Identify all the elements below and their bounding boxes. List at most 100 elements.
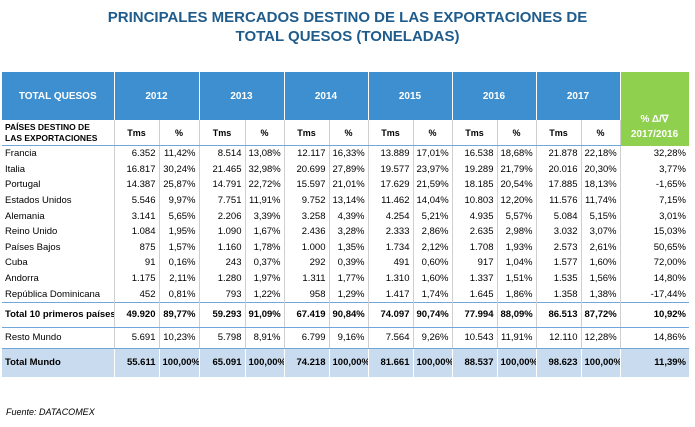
tonnes-cell: 59.293 (199, 301, 246, 328)
share-cell: 18,68% (497, 145, 537, 162)
tonnes-cell: 81.661 (368, 348, 414, 377)
tonnes-cell: 7.751 (199, 192, 246, 209)
country-name: Estados Unidos (2, 192, 115, 209)
share-cell: 11,42% (159, 145, 200, 162)
share-cell: 18,13% (581, 177, 621, 193)
tms-header: Tms (452, 120, 498, 146)
variation-header: % Δ/∇ 2017/2016 (620, 72, 690, 146)
table-row: Reino Unido 1.084 1,95% 1.090 1,67% 2.436 3,28… (2, 223, 689, 240)
variation-cell: 10,92% (620, 301, 689, 328)
page-title: PRINCIPALES MERCADOS DESTINO DE LAS EXPO… (0, 8, 695, 46)
tonnes-cell: 55.611 (114, 348, 160, 377)
share-cell: 2,86% (413, 223, 453, 240)
table-row: Francia 6.352 11,42% 8.514 13,08% 12.117 16,33… (2, 145, 689, 162)
pct-header: % (245, 120, 285, 146)
tms-header: Tms (284, 120, 330, 146)
table-row: Italia 16.817 30,24% 21.465 32,98% 20.699 27,8… (2, 161, 689, 178)
year-header-row: TOTAL QUESOS 2012 2013 2014 2015 2016 20… (2, 72, 690, 146)
share-cell: 0,81% (159, 286, 200, 303)
table-row: Países Bajos 875 1,57% 1.160 1,78% 1.000 1,35%… (2, 239, 689, 256)
tonnes-cell: 1.084 (114, 223, 160, 240)
pct-header: % (581, 120, 621, 146)
tonnes-cell: 1.734 (368, 239, 414, 256)
tonnes-cell: 19.577 (368, 161, 414, 178)
pct-header: % (329, 120, 369, 146)
share-cell: 91,09% (245, 301, 285, 328)
tonnes-cell: 5.084 (536, 208, 582, 224)
tonnes-cell: 19.289 (452, 161, 498, 178)
share-cell: 1,57% (159, 239, 200, 256)
tonnes-cell: 9.752 (284, 192, 330, 209)
tonnes-cell: 12.117 (284, 145, 330, 162)
share-cell: 4,39% (329, 208, 369, 224)
share-cell: 100,00% (413, 348, 453, 377)
tonnes-cell: 17.885 (536, 177, 582, 193)
tonnes-cell: 91 (114, 255, 160, 271)
share-cell: 1,22% (245, 286, 285, 303)
share-cell: 21,59% (413, 177, 453, 193)
variation-cell: 14,80% (653, 273, 686, 285)
country-name: República Dominicana (2, 286, 115, 303)
share-cell: 0,16% (159, 255, 200, 271)
tonnes-cell: 1.417 (368, 286, 414, 303)
variation-cell: 3,01% (659, 210, 686, 222)
share-cell: 14,04% (413, 192, 453, 209)
tonnes-cell: 917 (452, 255, 498, 271)
tonnes-cell: 4.254 (368, 208, 414, 224)
share-cell: 12,20% (497, 192, 537, 209)
tonnes-cell: 2.573 (536, 239, 582, 256)
share-cell: 13,14% (329, 192, 369, 209)
share-cell: 100,00% (497, 348, 537, 377)
share-cell: 3,28% (329, 223, 369, 240)
tonnes-cell: 13.889 (368, 145, 414, 162)
share-cell: 1,78% (245, 239, 285, 256)
share-cell: 5,65% (159, 208, 200, 224)
share-cell: 11,91% (245, 192, 285, 209)
share-cell: 22,72% (245, 177, 285, 193)
share-cell: 100,00% (245, 348, 285, 377)
tonnes-cell: 2.436 (284, 223, 330, 240)
share-cell: 16,33% (329, 145, 369, 162)
tonnes-cell: 15.597 (284, 177, 330, 193)
table-row: Andorra 1.175 2,11% 1.280 1,97% 1.311 1,77% 1.3… (2, 270, 689, 287)
table-row: Estados Unidos 5.546 9,97% 7.751 11,91% 9.752… (2, 192, 689, 209)
tonnes-cell: 11.462 (368, 192, 414, 209)
share-cell: 11,91% (497, 327, 537, 349)
tonnes-cell: 793 (199, 286, 246, 303)
tms-header: Tms (199, 120, 246, 146)
tonnes-cell: 88.537 (452, 348, 498, 377)
table-body: Francia 6.352 11,42% 8.514 13,08% 12.117 16,33… (2, 145, 689, 377)
variation-cell: 15,03% (653, 226, 686, 238)
share-cell: 0,60% (413, 255, 453, 271)
tonnes-cell: 491 (368, 255, 414, 271)
tonnes-cell: 21.878 (536, 145, 582, 162)
variation-label: % Δ/∇ (640, 113, 669, 125)
country-name: Italia (2, 161, 115, 178)
share-cell: 5,21% (413, 208, 453, 224)
tonnes-cell: 16.538 (452, 145, 498, 162)
year-header: 2012 (114, 72, 200, 120)
share-cell: 30,24% (159, 161, 200, 178)
variation-cell: -17,44% (650, 288, 686, 300)
share-cell: 21,01% (329, 177, 369, 193)
tonnes-cell: 1.090 (199, 223, 246, 240)
year-header: 2016 (452, 72, 537, 120)
table-row: República Dominicana 452 0,81% 793 1,22% 958 1… (2, 286, 689, 303)
table-row: Cuba 91 0,16% 243 0,37% 292 0,39% 491 0,60% 917 1,… (2, 255, 689, 271)
tonnes-cell: 1.280 (199, 270, 246, 287)
share-cell: 8,91% (245, 327, 285, 349)
share-cell: 10,23% (159, 327, 200, 349)
tonnes-cell: 1.337 (452, 270, 498, 287)
tonnes-cell: 86.513 (536, 301, 582, 328)
share-cell: 87,72% (581, 301, 621, 328)
pct-header: % (413, 120, 453, 146)
title-line-2: TOTAL QUESOS (TONELADAS) (235, 28, 460, 45)
year-header: 2013 (199, 72, 285, 120)
variation-cell: 72,00% (653, 257, 686, 269)
share-cell: 22,18% (581, 145, 621, 162)
tonnes-cell: 11.576 (536, 192, 582, 209)
tonnes-cell: 17.629 (368, 177, 414, 193)
table-row: Portugal 14.387 25,87% 14.791 22,72% 15.597 21… (2, 177, 689, 193)
tonnes-cell: 1.358 (536, 286, 582, 303)
tonnes-cell: 49.920 (114, 301, 160, 328)
